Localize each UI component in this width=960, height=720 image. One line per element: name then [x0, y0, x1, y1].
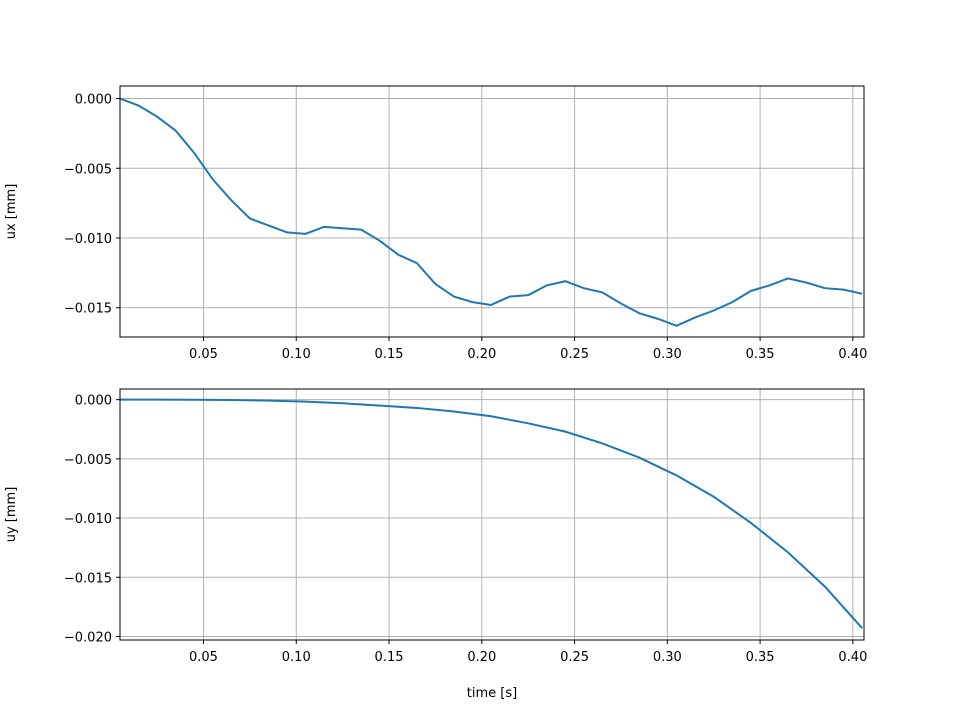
y-axis-label: ux [mm] [4, 184, 19, 240]
y-tick-label: −0.010 [64, 232, 112, 247]
axes-frame [119, 388, 865, 641]
x-tick-label: 0.20 [467, 650, 496, 665]
x-tick-label: 0.40 [838, 347, 867, 362]
x-tick-label: 0.25 [560, 347, 589, 362]
x-axis-label: time [s] [467, 686, 517, 701]
x-tick-label: 0.35 [746, 347, 775, 362]
data-line [120, 398, 863, 629]
x-tick-label: 0.20 [467, 347, 496, 362]
axes-frame [119, 85, 865, 338]
x-tick-label: 0.30 [653, 650, 682, 665]
y-tick-label: −0.005 [64, 453, 112, 468]
x-tick-label: 0.35 [746, 650, 775, 665]
x-tick-label: 0.30 [653, 347, 682, 362]
y-tick-label: 0.000 [75, 93, 112, 108]
x-tick-label: 0.15 [375, 347, 404, 362]
y-tick-label: −0.015 [64, 302, 112, 317]
y-tick-label: −0.005 [64, 162, 112, 177]
x-tick-label: 0.05 [189, 347, 218, 362]
x-tick-label: 0.25 [560, 650, 589, 665]
x-tick-label: 0.05 [189, 650, 218, 665]
y-tick-label: −0.010 [64, 512, 112, 527]
y-tick-label: −0.020 [64, 630, 112, 645]
data-line [119, 97, 863, 327]
x-tick-label: 0.40 [838, 650, 867, 665]
x-tick-label: 0.15 [375, 650, 404, 665]
y-tick-label: 0.000 [75, 394, 112, 409]
y-axis-label: uy [mm] [4, 487, 19, 543]
x-tick-label: 0.10 [282, 347, 311, 362]
y-tick-label: −0.015 [64, 571, 112, 586]
x-tick-label: 0.10 [282, 650, 311, 665]
